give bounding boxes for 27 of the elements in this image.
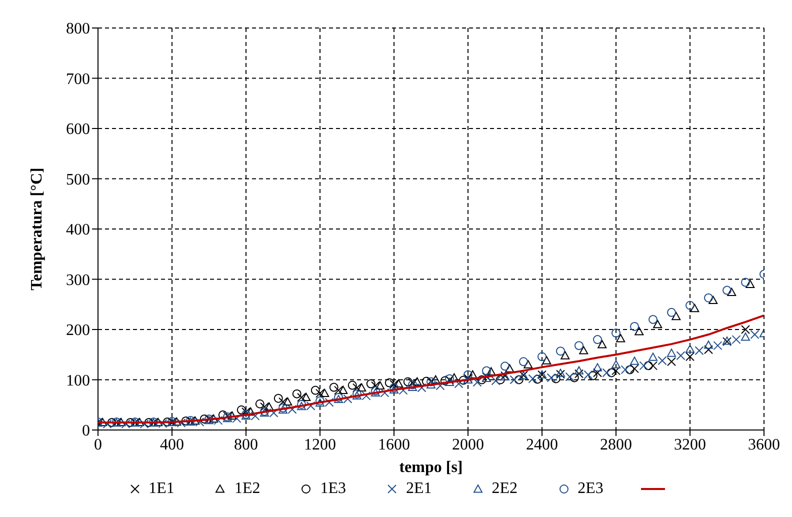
x-tick-label: 0 [94,436,102,454]
y-tick-label: 600 [66,121,90,138]
x-tick-label: 1600 [378,436,410,454]
x-tick-label: 2400 [526,436,558,454]
y-tick-label: 700 [66,70,90,88]
x-tick-label: 400 [160,436,184,454]
y-tick-label: 500 [66,171,90,188]
y-tick-label: 0 [82,422,90,440]
y-tick-label: 800 [66,20,90,38]
legend-label: 2E3 [578,480,604,498]
x-tick-label: 2800 [600,436,632,454]
y-axis-title: Temperatura [°C] [28,168,46,290]
y-tick-label: 400 [66,222,90,239]
x-tick-label: 3200 [674,436,706,454]
y-tick-label: 200 [66,322,90,340]
legend-label: 1E2 [234,480,260,498]
x-axis-title: tempo [s] [399,459,463,476]
legend-label: 2E2 [492,480,518,498]
x-tick-label: 2000 [452,436,484,454]
legend-label: 1E1 [148,480,174,498]
x-tick-label: 800 [234,436,258,454]
y-tick-label: 300 [66,272,90,289]
x-tick-label: 3600 [748,436,780,454]
legend-label: 2E1 [406,480,432,498]
x-tick-label: 1200 [304,436,336,454]
y-tick-label: 100 [66,372,90,390]
legend-label: 1E3 [320,480,346,498]
